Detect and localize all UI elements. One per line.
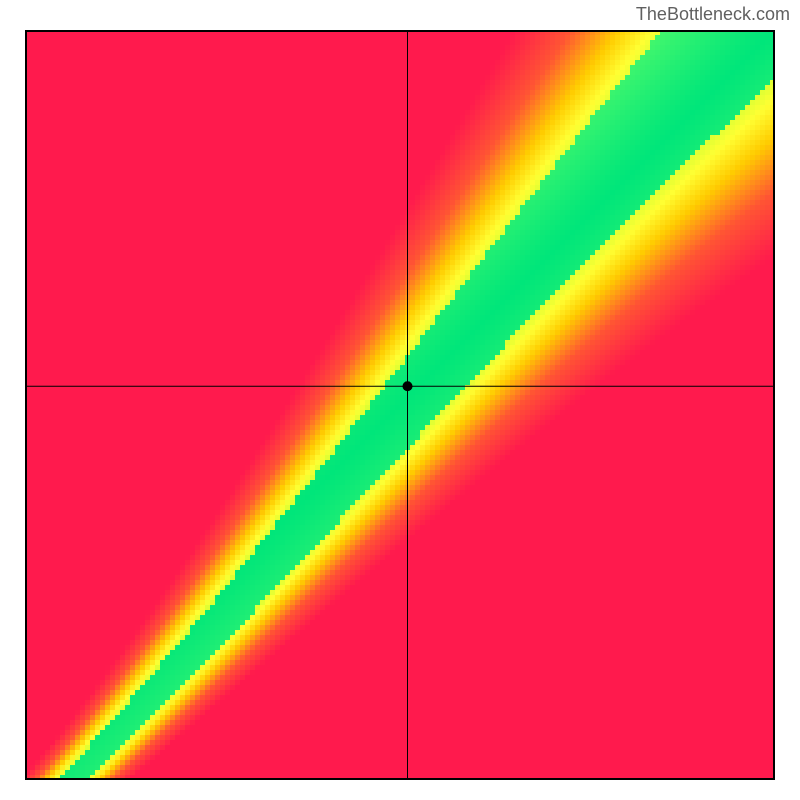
bottleneck-heatmap xyxy=(25,30,775,780)
watermark-text: TheBottleneck.com xyxy=(636,4,790,25)
heatmap-canvas xyxy=(25,30,775,780)
